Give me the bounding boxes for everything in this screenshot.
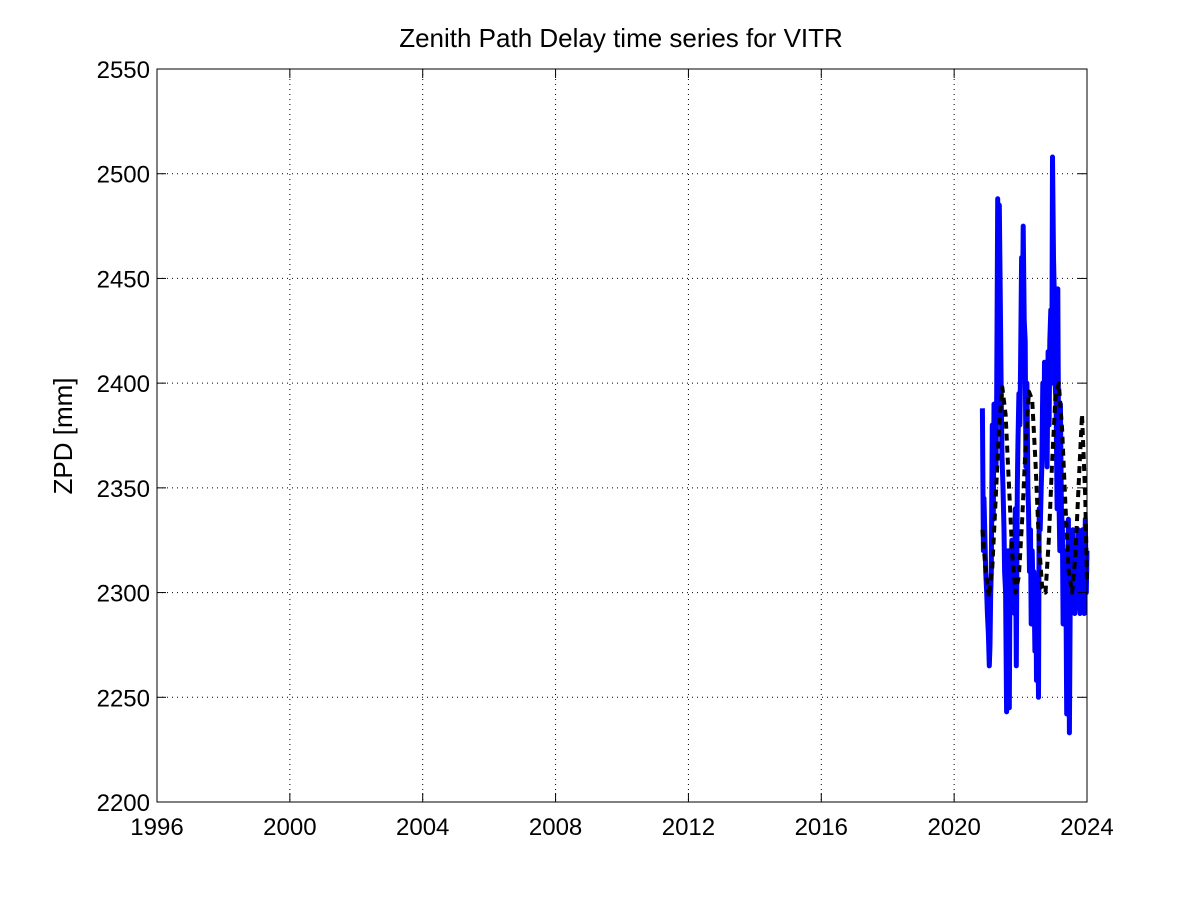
y-tick-label: 2250 — [97, 685, 150, 712]
x-tick-label: 2024 — [1060, 814, 1113, 841]
y-tick-label: 2400 — [97, 371, 150, 398]
axis-ticks: 1996 2000 2004 2008 2012 2016 2020 2024 2200 2250… — [97, 57, 1114, 841]
x-tick-label: 2004 — [396, 814, 449, 841]
series-layer — [979, 154, 1090, 736]
chart-title: Zenith Path Delay time series for VITR — [399, 23, 843, 53]
zpd-observed-line — [979, 154, 1090, 736]
x-tick-label: 2020 — [927, 814, 980, 841]
y-tick-label: 2550 — [97, 57, 150, 84]
y-tick-label: 2450 — [97, 266, 150, 293]
y-tick-label: 2300 — [97, 581, 150, 608]
y-tick-label: 2200 — [97, 790, 150, 817]
plot-area-frame — [156, 68, 1088, 803]
y-tick-label: 2500 — [97, 162, 150, 189]
y-tick-label: 2350 — [97, 476, 150, 503]
grid-lines — [157, 69, 1087, 802]
x-tick-label: 2008 — [529, 814, 582, 841]
x-tick-label: 2016 — [795, 814, 848, 841]
x-tick-label: 2012 — [662, 814, 715, 841]
x-tick-label: 1996 — [130, 814, 183, 841]
y-axis-label: ZPD [mm] — [48, 378, 78, 495]
x-tick-label: 2000 — [263, 814, 316, 841]
